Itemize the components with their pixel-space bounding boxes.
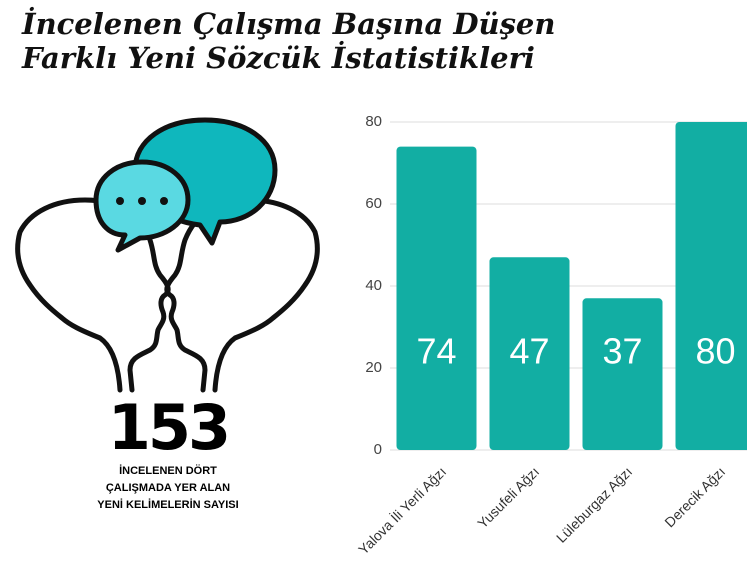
illustration: [18, 120, 318, 390]
value-label: 80: [695, 331, 735, 372]
highlight-caption: YENİ KELİMELERİN SAYISI: [97, 498, 238, 511]
highlight-caption: İNCELENEN DÖRT: [119, 464, 217, 477]
value-label: 37: [602, 331, 642, 372]
value-label: 47: [509, 331, 549, 372]
bar: [583, 298, 663, 450]
y-tick-label: 0: [374, 441, 382, 458]
title-line: Farklı Yeni Sözcük İstatistikleri: [21, 39, 535, 75]
title-line: İncelenen Çalışma Başına Düşen: [21, 5, 555, 41]
y-tick-label: 80: [365, 113, 382, 130]
bar: [676, 122, 747, 450]
x-tick-label: Yusufeli Ağzı: [474, 463, 542, 531]
x-tick-label: Derecik Ağzı: [661, 463, 728, 530]
highlight-number: 153: [108, 391, 228, 464]
y-tick-label: 40: [365, 277, 382, 294]
highlight-caption: ÇALIŞMADA YER ALAN: [106, 482, 230, 494]
bar: [397, 147, 477, 450]
chart: İncelenen Çalışma Başına Düşen Farklı Ye…: [0, 0, 747, 585]
x-tick-label: Lüleburgaz Ağzı: [553, 463, 635, 545]
y-tick-label: 20: [365, 359, 382, 376]
value-label: 74: [416, 331, 456, 372]
x-tick-label: Yalova İli Yerli Ağzı: [354, 463, 449, 558]
infographic: İncelenen Çalışma Başına Düşen Farklı Ye…: [0, 0, 747, 585]
y-tick-label: 60: [365, 195, 382, 212]
